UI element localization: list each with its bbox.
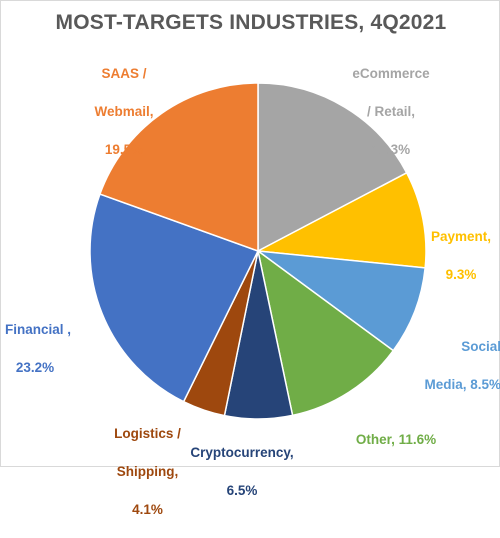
pie-slice-other (256, 249, 395, 417)
slice-label-payment: Payment, 9.3% (421, 208, 500, 303)
pie-slice-financial (89, 193, 260, 403)
slice-label-logistics-line2: Shipping, (116, 464, 179, 479)
pie-slice-social-media (255, 249, 426, 352)
slice-label-saas-line2: Webmail, (94, 104, 154, 119)
chart-frame: MOST-TARGETS INDUSTRIES, 4Q2021 eCommerc… (0, 0, 500, 517)
slice-label-payment-line1: Payment, (430, 229, 492, 244)
slice-label-ecommerce-line3: 17.3% (371, 142, 411, 157)
pie-slice-saas (98, 82, 259, 253)
slice-label-logistics-line1: Logistics / (114, 426, 181, 441)
slice-label-saas-line3: 19.5% (104, 142, 144, 157)
pie-slice-ecommerce (257, 82, 408, 253)
slice-label-cryptocurrency-line2: 6.5% (226, 483, 258, 498)
slice-label-social-media-line2: Media, 8.5% (424, 377, 500, 392)
slice-label-social-media-line1: Social (461, 339, 500, 354)
chart-title: MOST-TARGETS INDUSTRIES, 4Q2021 (55, 11, 447, 34)
slice-label-financial: Financial , 23.2% (5, 301, 85, 396)
slice-label-other-line1: Other, 11.6% (355, 432, 437, 447)
slice-label-cryptocurrency: Cryptocurrency, 6.5% (177, 424, 307, 519)
slice-label-ecommerce: eCommerce / Retail, 17.3% (331, 45, 451, 178)
slice-label-cryptocurrency-line1: Cryptocurrency, (190, 445, 294, 460)
slice-label-financial-line1: Financial , (5, 322, 72, 337)
slice-label-logistics-line3: 4.1% (132, 502, 163, 517)
slice-label-saas-line1: SAAS / (101, 66, 147, 81)
slice-label-logistics: Logistics / Shipping, 4.1% (105, 405, 190, 538)
slice-label-other: Other, 11.6% (341, 411, 451, 468)
pie-chart (89, 82, 427, 420)
slice-label-ecommerce-line1: eCommerce (352, 66, 430, 81)
slice-label-social-media: Social Media, 8.5% (396, 318, 500, 413)
slice-label-financial-line2: 23.2% (15, 360, 55, 375)
slice-label-payment-line2: 9.3% (445, 267, 477, 282)
pie-slice-payment (255, 171, 427, 269)
slice-label-ecommerce-line2: / Retail, (366, 104, 415, 119)
slice-label-saas: SAAS / Webmail, 19.5% (69, 45, 179, 178)
